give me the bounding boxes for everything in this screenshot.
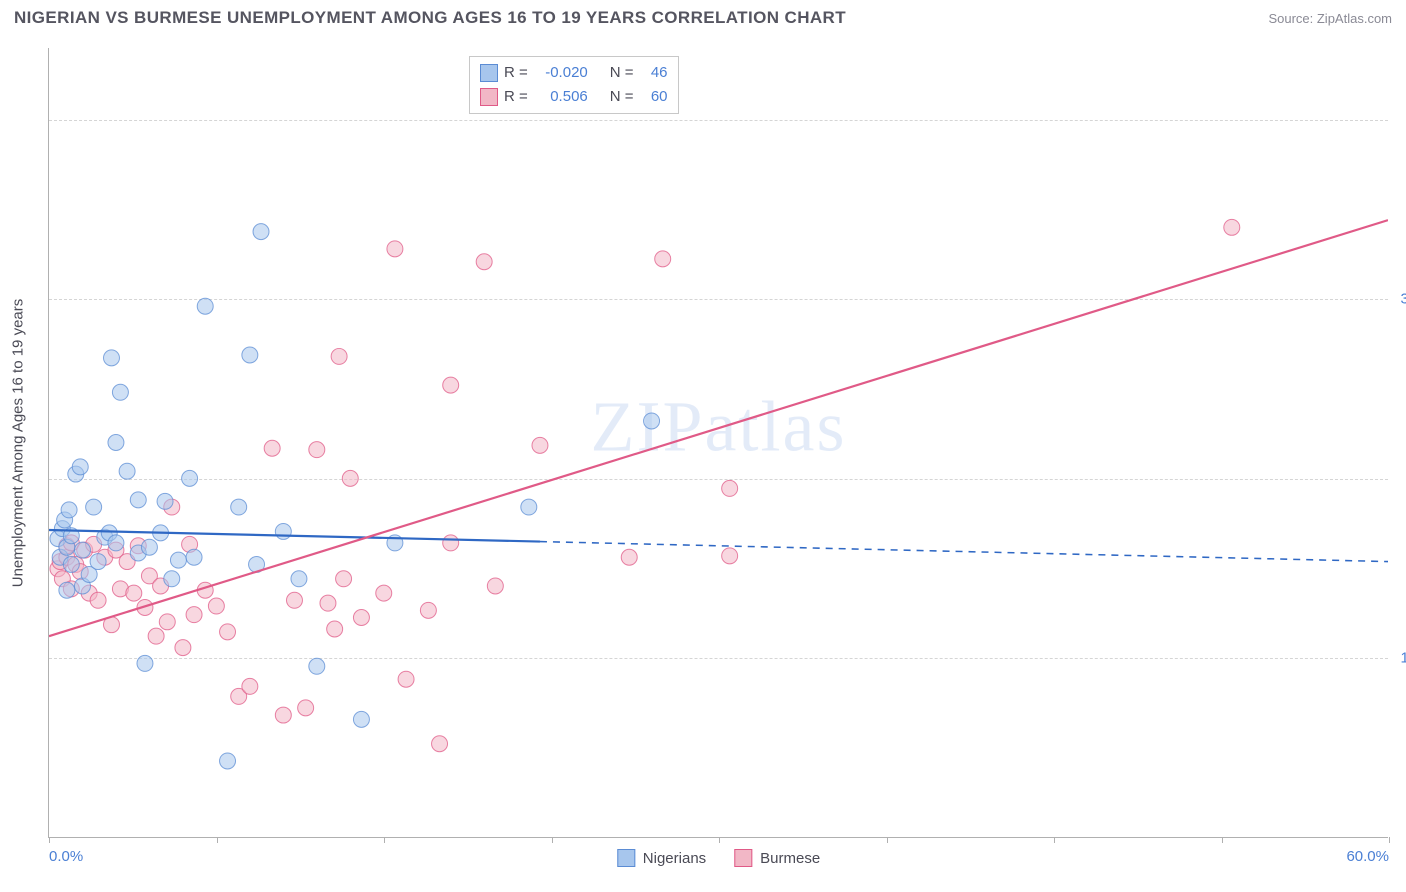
chart-container: Unemployment Among Ages 16 to 19 years Z…: [48, 48, 1388, 838]
legend-swatch-nigerians: [480, 64, 498, 82]
chart-header: NIGERIAN VS BURMESE UNEMPLOYMENT AMONG A…: [0, 0, 1406, 32]
series-legend: Nigerians Burmese: [617, 849, 820, 867]
source-attribution: Source: ZipAtlas.com: [1268, 11, 1392, 26]
legend-swatch-burmese: [734, 849, 752, 867]
legend-label-nigerians: Nigerians: [643, 850, 706, 867]
plot-area: ZIPatlas 12.5%37.5% 0.0%60.0% R = -0.020…: [48, 48, 1388, 838]
legend-label-burmese: Burmese: [760, 850, 820, 867]
legend-row-nigerians: R = -0.020 N = 46: [480, 61, 668, 85]
chart-title: NIGERIAN VS BURMESE UNEMPLOYMENT AMONG A…: [14, 8, 846, 28]
y-axis-label: Unemployment Among Ages 16 to 19 years: [10, 299, 27, 588]
r-value-nigerians: -0.020: [534, 61, 588, 85]
n-label: N =: [610, 61, 634, 85]
legend-item-burmese: Burmese: [734, 849, 820, 867]
x-tick-label: 0.0%: [49, 848, 83, 865]
y-tick-label: 37.5%: [1393, 291, 1406, 308]
legend-row-burmese: R = 0.506 N = 60: [480, 85, 668, 109]
x-tick-label: 60.0%: [1346, 848, 1389, 865]
legend-swatch-burmese: [480, 88, 498, 106]
legend-swatch-nigerians: [617, 849, 635, 867]
n-value-burmese: 60: [640, 85, 668, 109]
n-value-nigerians: 46: [640, 61, 668, 85]
r-label: R =: [504, 85, 528, 109]
n-label: N =: [610, 85, 634, 109]
r-label: R =: [504, 61, 528, 85]
legend-item-nigerians: Nigerians: [617, 849, 706, 867]
scatter-svg: [49, 48, 1388, 837]
y-tick-label: 12.5%: [1393, 650, 1406, 667]
correlation-legend: R = -0.020 N = 46 R = 0.506 N = 60: [469, 56, 679, 114]
r-value-burmese: 0.506: [534, 85, 588, 109]
